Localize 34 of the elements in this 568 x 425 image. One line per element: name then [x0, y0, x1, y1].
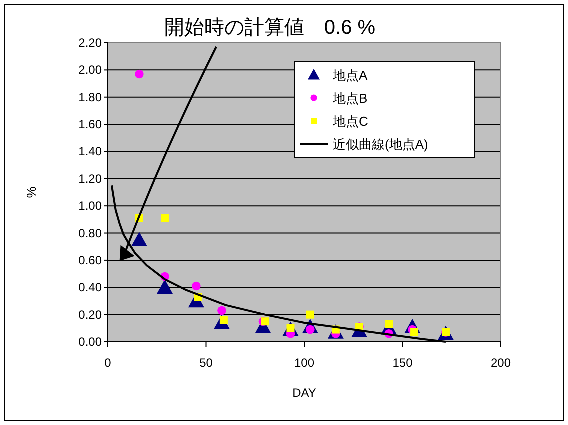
- y-tick-label: 1.40: [78, 144, 102, 159]
- point: [384, 320, 393, 328]
- x-tick-label: 0: [104, 356, 112, 370]
- y-tick-label: 0.20: [78, 308, 102, 322]
- legend-label: 近似曲線(地点A): [333, 137, 428, 152]
- point: [192, 282, 201, 291]
- y-axis-title: %: [24, 186, 39, 198]
- x-tick-label: 50: [200, 356, 214, 370]
- y-tick-label: 1.20: [78, 172, 102, 186]
- y-tick-label: 2.20: [78, 36, 102, 50]
- legend-label: 地点A: [332, 68, 368, 83]
- point: [218, 306, 226, 316]
- point: [135, 70, 144, 79]
- point: [261, 318, 270, 326]
- y-tick-label: 0.60: [78, 253, 102, 268]
- x-tick-label: 200: [490, 356, 512, 370]
- legend-label: 地点B: [332, 91, 368, 106]
- x-tick-label: 100: [294, 356, 315, 370]
- y-tick-label: 1.00: [78, 199, 102, 214]
- point: [410, 328, 419, 336]
- y-tick-label: 2.00: [78, 63, 102, 78]
- chart-title: 開始時の計算値 0.6 %: [164, 17, 376, 39]
- y-tick-label: 1.80: [78, 90, 102, 104]
- x-tick-label: 150: [392, 356, 414, 370]
- point: [306, 310, 314, 319]
- y-tick-label: 0.00: [78, 335, 102, 349]
- point: [131, 232, 148, 246]
- x-axis-title: DAY: [292, 386, 316, 400]
- point: [160, 214, 169, 222]
- legend-label: 地点C: [332, 114, 368, 129]
- point: [156, 280, 173, 294]
- y-tick-label: 1.60: [78, 118, 102, 132]
- y-tick-label: 0.80: [78, 226, 102, 240]
- y-tick-label: 0.40: [78, 280, 102, 295]
